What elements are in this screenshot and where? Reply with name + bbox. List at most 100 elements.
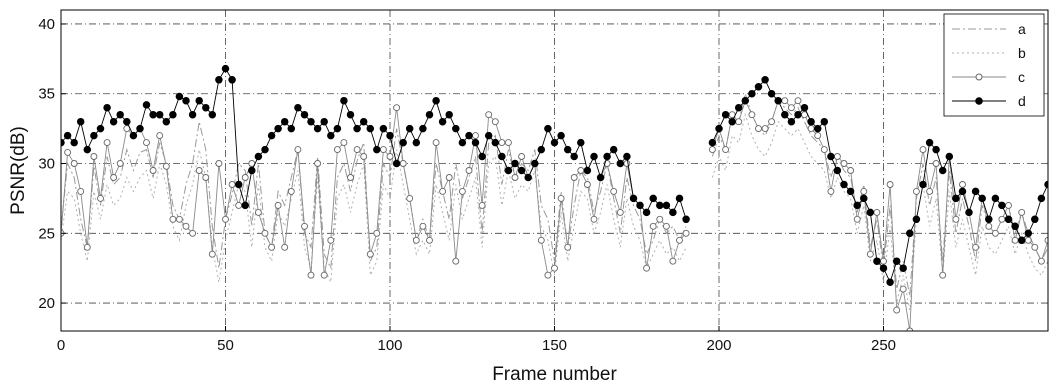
series-d-point xyxy=(1031,215,1039,224)
series-d-point xyxy=(478,152,486,161)
series-c-point xyxy=(853,215,861,223)
series-c-point xyxy=(419,222,427,230)
series-d-point xyxy=(767,89,776,98)
series-c-point xyxy=(1031,243,1039,251)
series-c-point xyxy=(570,174,578,181)
legend-marker-d xyxy=(975,97,983,105)
series-d-point xyxy=(294,103,302,112)
series-d-point xyxy=(241,201,249,210)
series-d-point xyxy=(445,110,453,119)
series-c-point xyxy=(412,236,420,244)
series-d-point xyxy=(392,159,401,168)
series-c-point xyxy=(985,222,993,230)
series-d-point xyxy=(873,257,881,265)
series-c-point xyxy=(472,132,479,140)
series-c-point xyxy=(504,139,512,147)
series-c-point xyxy=(215,160,223,167)
series-d-point xyxy=(675,194,684,203)
series-d-point xyxy=(965,208,973,217)
x-tick-label: 200 xyxy=(706,337,731,354)
series-d-point xyxy=(899,264,907,272)
x-tick-label: 100 xyxy=(377,337,402,354)
series-c-point xyxy=(156,132,164,140)
series-c-point xyxy=(583,181,591,188)
series-c-point xyxy=(610,187,618,195)
series-d-point xyxy=(577,138,585,147)
series-c-point xyxy=(314,160,322,167)
series-d-point xyxy=(596,173,605,182)
series-c-point xyxy=(301,222,308,230)
series-d-point xyxy=(208,110,217,119)
series-c-point xyxy=(755,125,762,133)
series-c-point xyxy=(90,153,98,160)
x-tick-label: 0 xyxy=(57,337,65,354)
series-d-point xyxy=(221,64,230,73)
series-d-point xyxy=(412,138,421,147)
series-d-point xyxy=(952,194,960,203)
series-c-point xyxy=(281,243,289,251)
series-c-point xyxy=(208,250,216,258)
series-d-point xyxy=(827,152,835,161)
x-tick-label: 250 xyxy=(871,337,896,354)
y-tick-label: 20 xyxy=(38,295,55,312)
series-c-point xyxy=(149,167,157,174)
series-d-point xyxy=(307,117,315,126)
series-b xyxy=(61,112,1048,311)
series-d-point xyxy=(583,166,592,175)
series-c-point xyxy=(110,174,118,181)
series-d-point xyxy=(774,96,782,105)
series-d-point xyxy=(90,131,98,140)
series-c-point xyxy=(833,153,841,160)
series-d-point xyxy=(202,103,210,112)
series-d-point xyxy=(853,201,861,210)
series-d-point xyxy=(708,138,717,147)
series-d-point xyxy=(366,124,375,133)
series-c-point xyxy=(333,146,341,154)
series-c-point xyxy=(537,236,545,244)
series-d-point xyxy=(544,124,552,133)
series-c-point xyxy=(294,146,302,154)
series-c-point xyxy=(261,229,269,237)
series-d-point xyxy=(813,124,822,133)
series-c-point xyxy=(1037,257,1045,265)
series-c-point xyxy=(353,146,361,154)
series-d-point xyxy=(794,110,802,119)
series-d-point xyxy=(728,117,736,126)
series-d-point xyxy=(912,215,921,224)
series-d-point xyxy=(590,152,598,161)
series-d-point xyxy=(517,166,526,175)
series-c-point xyxy=(912,187,920,195)
series-d-point xyxy=(280,117,289,126)
legend-box xyxy=(943,13,1045,117)
y-axis-title: PSNR(dB) xyxy=(8,126,29,215)
series-d-point xyxy=(998,201,1006,210)
series-c-point xyxy=(577,167,585,174)
series-c-point xyxy=(222,215,229,223)
series-d-point xyxy=(669,208,677,217)
series-c-point xyxy=(820,146,828,154)
series-c-point xyxy=(761,125,769,133)
series-c-point xyxy=(347,174,354,181)
series-d-point xyxy=(373,145,381,154)
series-c-point xyxy=(794,97,802,105)
series-d-point xyxy=(748,89,756,98)
series-d-point xyxy=(938,166,947,175)
x-axis-title: Frame number xyxy=(492,364,617,385)
y-tick-label: 35 xyxy=(38,86,55,103)
series-c-point xyxy=(827,187,835,195)
series-c-point xyxy=(393,104,401,112)
series-d-point xyxy=(866,208,875,217)
series-d-point xyxy=(682,215,690,224)
series-c-point xyxy=(97,194,104,202)
series-c-point xyxy=(959,181,966,188)
series-d-point xyxy=(109,117,118,126)
series-c-point xyxy=(189,229,197,237)
series-d-point xyxy=(353,124,361,133)
series-c-point xyxy=(77,187,85,195)
series-d-point xyxy=(609,145,618,154)
series-c-point xyxy=(952,215,960,223)
series-d-point xyxy=(425,110,434,119)
series-c-line xyxy=(711,99,1048,331)
legend-label-b: b xyxy=(1018,45,1026,61)
series-c-point xyxy=(781,97,789,105)
